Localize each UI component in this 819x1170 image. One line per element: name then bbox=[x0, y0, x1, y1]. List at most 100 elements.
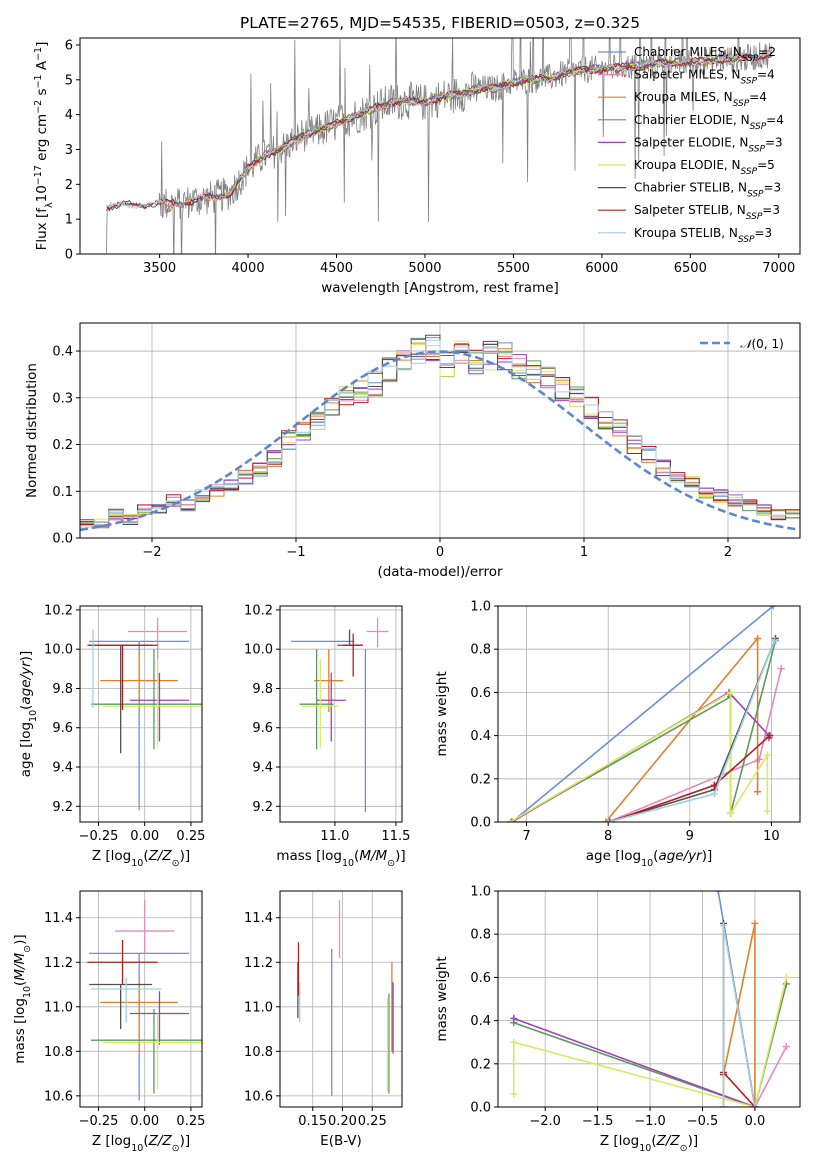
weight-marker bbox=[719, 922, 727, 930]
weight-marker bbox=[604, 818, 612, 822]
z-age-panel: −0.25 0.00 0.25 9.2 9.4 9.6 9.8 10.0 10.2 Z [log1… bbox=[18, 603, 205, 868]
legend-label: Chabrier STELIB, NSSP=3 bbox=[634, 181, 781, 200]
x-axis-label: E(B-V) bbox=[320, 1133, 362, 1149]
weight-marker bbox=[508, 818, 516, 822]
weight-lines bbox=[506, 606, 785, 822]
x-tick-label: −2.0 bbox=[529, 1114, 561, 1129]
x-tick-label: 6500 bbox=[674, 261, 707, 276]
errorbars bbox=[87, 899, 202, 1101]
y-tick-label: 0.8 bbox=[470, 643, 491, 658]
weight-marker bbox=[510, 1090, 518, 1098]
y-tick-label: 9.2 bbox=[52, 800, 73, 815]
legend-label: Kroupa ELODIE, NSSP=5 bbox=[634, 158, 775, 177]
histogram-step-line bbox=[80, 339, 800, 527]
y-axis-label: age [log10(age/yr)] bbox=[18, 651, 39, 777]
x-tick-label: 5500 bbox=[497, 261, 530, 276]
y-tick-label: 0.4 bbox=[470, 729, 491, 744]
errorbars bbox=[297, 899, 394, 1096]
y-tick-label: 1 bbox=[65, 213, 73, 228]
legend-label: Salpeter ELODIE, NSSP=3 bbox=[634, 135, 783, 154]
x-tick-label: 0.25 bbox=[176, 1114, 205, 1129]
y-tick-label: 9.4 bbox=[252, 761, 273, 776]
y-axis-label: Flux [fλ10−17 erg cm−2 s−1 A−1] bbox=[33, 42, 55, 251]
panels: 3500 4000 4500 5000 5500 6000 6500 7000 0 1 2 3 4 5 6 w… bbox=[12, 37, 801, 1154]
x-tick-label: 11.5 bbox=[381, 829, 410, 844]
gaussian-curve bbox=[80, 350, 798, 532]
weight-line bbox=[722, 925, 756, 1107]
weight-marker bbox=[510, 1038, 518, 1046]
y-tick-label: 1.0 bbox=[470, 885, 491, 900]
x-axis-label: Z [log10(Z/Z⊙)] bbox=[92, 1133, 190, 1154]
y-tick-label: 0.3 bbox=[52, 391, 73, 406]
y-tick-label: 11.2 bbox=[44, 956, 73, 971]
x-tick-label: 0.25 bbox=[176, 829, 205, 844]
axes-frame bbox=[279, 605, 403, 823]
weight-line bbox=[511, 606, 774, 822]
y-tick-label: 5 bbox=[65, 73, 73, 88]
y-tick-label: 9.6 bbox=[252, 721, 273, 736]
y-tick-label: 3 bbox=[65, 143, 73, 158]
y-tick-label: 10.8 bbox=[244, 1045, 273, 1060]
age-weight-panel: 7 8 9 10 0.0 0.2 0.4 0.6 0.8 1.0 mass weight age [l… bbox=[434, 600, 801, 869]
x-tick-label: 4500 bbox=[320, 261, 353, 276]
errorbars bbox=[87, 617, 202, 811]
y-tick-label: 9.8 bbox=[52, 682, 73, 697]
weight-marker bbox=[777, 665, 785, 673]
legend-label: Chabrier MILES, NSSP=2 bbox=[634, 45, 776, 64]
x-tick-label: 0.15 bbox=[298, 1114, 327, 1129]
weight-marker bbox=[602, 818, 610, 822]
x-tick-label: 6000 bbox=[585, 261, 618, 276]
y-tick-label: 10.0 bbox=[44, 643, 73, 658]
weight-line bbox=[607, 638, 777, 822]
y-tick-label: 10.0 bbox=[244, 643, 273, 658]
weight-line bbox=[511, 636, 759, 822]
y-tick-label: 0 bbox=[65, 248, 73, 263]
y-tick-label: 0.1 bbox=[52, 485, 73, 500]
y-tick-label: 0.2 bbox=[470, 1057, 491, 1072]
weight-marker bbox=[782, 973, 790, 981]
weight-marker bbox=[710, 790, 718, 798]
y-tick-label: 10.2 bbox=[44, 603, 73, 618]
x-tick-label: 7 bbox=[522, 829, 530, 844]
x-axis-label: age [log10(age/yr)] bbox=[586, 848, 712, 869]
legend-label: 𝒩(0, 1) bbox=[740, 337, 784, 351]
weight-line bbox=[512, 977, 788, 1107]
x-tick-label: 11.0 bbox=[320, 829, 349, 844]
x-tick-label: 5000 bbox=[408, 261, 441, 276]
weight-line bbox=[722, 1071, 756, 1107]
y-tick-label: 10.8 bbox=[44, 1045, 73, 1060]
x-tick-label: −0.25 bbox=[79, 1114, 119, 1129]
legend-label: Kroupa STELIB, NSSP=3 bbox=[634, 226, 772, 245]
weight-lines bbox=[510, 891, 790, 1107]
weight-marker bbox=[751, 919, 759, 927]
legend-label: Salpeter MILES, NSSP=4 bbox=[634, 68, 775, 87]
y-tick-label: 0.0 bbox=[52, 532, 73, 547]
spectrum-panel: 3500 4000 4500 5000 5500 6000 6500 7000 0 1 2 3 4 5 6 w… bbox=[33, 37, 801, 296]
y-tick-label: 11.4 bbox=[44, 911, 73, 926]
weight-marker bbox=[766, 732, 774, 740]
weight-marker bbox=[506, 818, 514, 822]
figure-title: PLATE=2765, MJD=54535, FIBERID=0503, z=0… bbox=[240, 14, 640, 32]
x-tick-label: 3500 bbox=[143, 261, 176, 276]
weight-marker bbox=[763, 807, 771, 815]
y-tick-label: 0.4 bbox=[52, 345, 73, 360]
axes-frame bbox=[497, 605, 801, 823]
y-tick-label: 0.2 bbox=[52, 438, 73, 453]
weight-marker bbox=[769, 606, 777, 610]
weight-line bbox=[607, 640, 776, 822]
y-tick-label: 1.0 bbox=[470, 600, 491, 615]
weight-line bbox=[513, 1017, 756, 1107]
axes-frame bbox=[79, 37, 801, 255]
x-tick-label: −0.25 bbox=[79, 829, 119, 844]
spectrum-legend: Chabrier MILES, NSSP=2 Salpeter MILES, NS… bbox=[598, 45, 784, 245]
y-tick-label: 0.6 bbox=[470, 971, 491, 986]
y-tick-label: 11.0 bbox=[44, 1000, 73, 1015]
x-tick-label: 1 bbox=[580, 545, 588, 560]
x-axis-label: mass [log10(M/M⊙)] bbox=[276, 848, 405, 869]
x-axis-label: Z [log10(Z/Z⊙)] bbox=[600, 1133, 698, 1154]
model-spectrum-line bbox=[106, 52, 773, 211]
x-tick-label: 0.00 bbox=[130, 1114, 159, 1129]
y-tick-label: 4 bbox=[65, 108, 73, 123]
x-tick-label: 9 bbox=[686, 829, 694, 844]
y-tick-label: 11.2 bbox=[244, 956, 273, 971]
